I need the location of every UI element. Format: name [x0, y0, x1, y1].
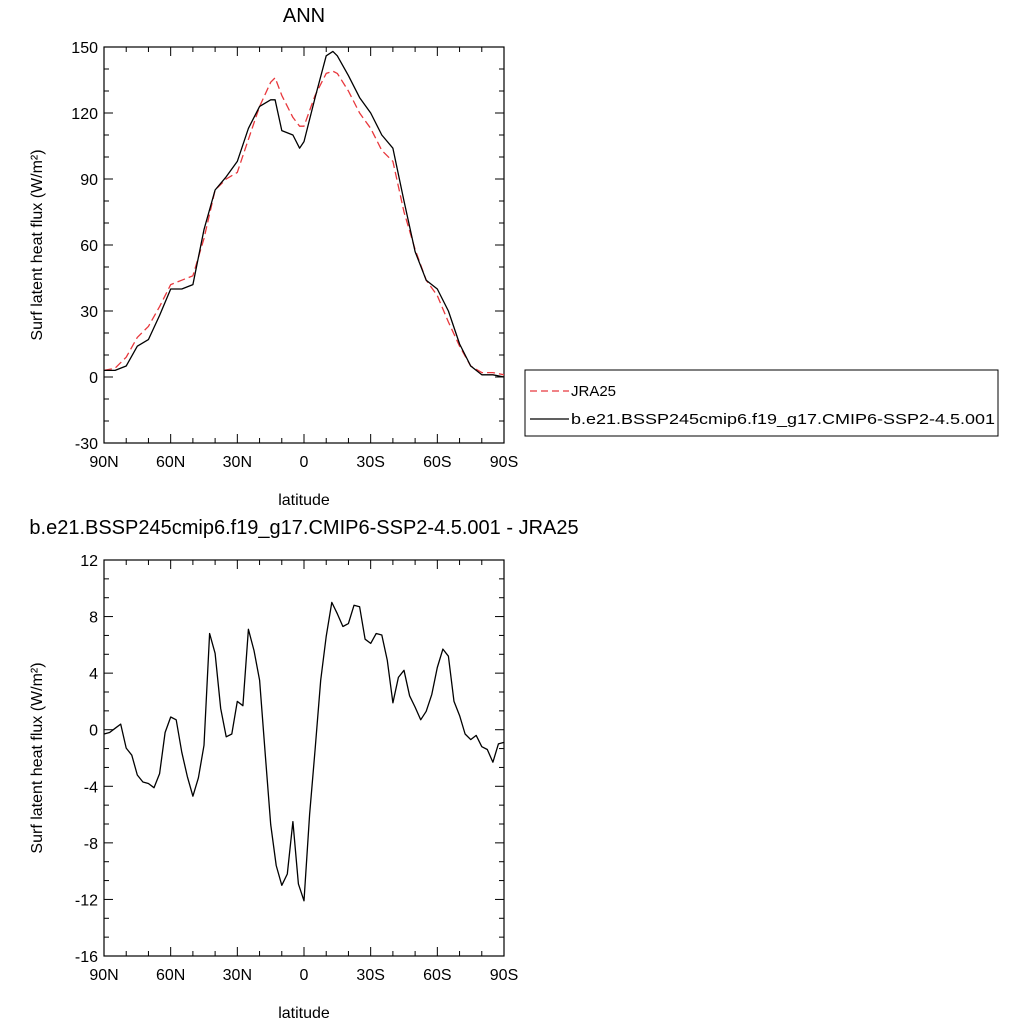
top-series-line-2: [104, 50, 505, 378]
bottom-y-tick-label: 8: [89, 610, 98, 627]
top-plot-title: ANN: [283, 5, 325, 27]
bottom-y-tick-label: 4: [89, 666, 98, 683]
top-x-tick-label: 90N: [89, 454, 118, 471]
top-x-tick-label: 90S: [490, 454, 518, 471]
difference-panel: b.e21.BSSP245cmip6.f19_g17.CMIP6-SSP2-4.…: [29, 517, 579, 1022]
bottom-y-tick-label: -16: [75, 949, 98, 966]
bottom-x-axis-label: latitude: [278, 1005, 330, 1022]
top-y-axis-label: Surf latent heat flux (W/m²): [29, 149, 46, 340]
top-x-axis-label: latitude: [278, 492, 330, 509]
top-y-tick-label: 90: [80, 172, 98, 189]
bottom-x-tick-label: 30S: [356, 967, 384, 984]
top-axis-ticks: -30 0 30 60 90 120 150 90N 60N 30N 0 30S 60S 90S: [71, 40, 518, 471]
bottom-y-axis-label: Surf latent heat flux (W/m²): [29, 662, 46, 853]
top-y-tick-label: 150: [71, 40, 98, 57]
top-y-tick-label: 60: [80, 238, 98, 255]
bottom-x-tick-label: 0: [300, 967, 309, 984]
top-x-tick-label: 30N: [223, 454, 252, 471]
bottom-axis-ticks: -16 -12 -8 -4 0 4 8 12 90N 60N 30N 0 30S 60S 90S: [75, 553, 518, 984]
top-y-tick-label: 0: [89, 370, 98, 387]
bottom-x-tick-label: 30N: [223, 967, 252, 984]
top-x-tick-label: 60N: [156, 454, 185, 471]
bottom-y-tick-label: 0: [89, 723, 98, 740]
top-series-line-1: [103, 70, 505, 376]
bottom-y-tick-label: -12: [75, 892, 98, 909]
top-x-tick-label: 60S: [423, 454, 451, 471]
bottom-series-line-1: [103, 601, 505, 902]
top-y-tick-label: 120: [71, 106, 98, 123]
bottom-y-tick-label: -8: [84, 836, 98, 853]
top-y-tick-label: 30: [80, 304, 98, 321]
top-x-tick-label: 0: [300, 454, 309, 471]
legend-label-model: b.e21.BSSP245cmip6.f19_g17.CMIP6-SSP2-4.…: [571, 411, 995, 428]
bottom-x-tick-label: 60S: [423, 967, 451, 984]
top-plot-frame: [103, 46, 505, 444]
bottom-x-tick-label: 90S: [490, 967, 518, 984]
legend-box: [524, 369, 999, 437]
bottom-series-lines: [103, 601, 505, 902]
top-series-lines: [103, 50, 505, 378]
top-y-tick-label: -30: [75, 436, 98, 453]
legend: JRA25 b.e21.BSSP245cmip6.f19_g17.CMIP6-S…: [524, 369, 999, 437]
top-x-tick-label: 30S: [356, 454, 384, 471]
bottom-plot-title: b.e21.BSSP245cmip6.f19_g17.CMIP6-SSP2-4.…: [29, 517, 578, 539]
bottom-y-tick-label: 12: [80, 553, 98, 570]
bottom-y-tick-label: -4: [84, 779, 98, 796]
legend-label-jra25: JRA25: [571, 383, 616, 400]
bottom-x-tick-label: 60N: [156, 967, 185, 984]
bottom-x-tick-label: 90N: [89, 967, 118, 984]
